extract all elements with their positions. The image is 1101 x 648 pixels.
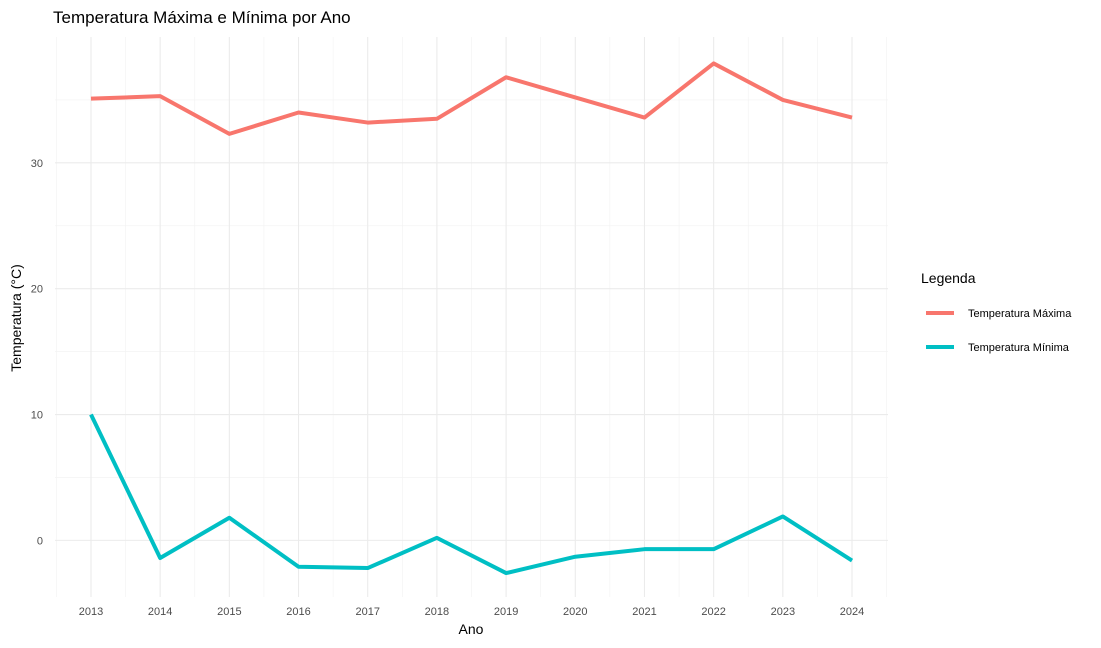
x-tick-label: 2014 [148,606,172,618]
y-tick-label: 20 [31,284,43,296]
y-axis-title: Temperatura (°C) [8,264,24,372]
x-tick-label: 2017 [355,606,379,618]
legend-title: Legenda [921,270,976,286]
series-line-1 [90,61,853,136]
x-tick-label: 2016 [286,606,310,618]
x-tick-label: 2022 [701,606,725,618]
chart-title: Temperatura Máxima e Mínima por Ano [53,8,351,27]
x-axis-title: Ano [459,621,484,637]
x-tick-label: 2023 [771,606,795,618]
legend: Legenda Temperatura Máxima Temperatura Mí… [921,270,1072,354]
major-gridlines-vertical [90,37,853,597]
x-tick-label: 2024 [840,606,864,618]
y-tick-label: 0 [37,535,43,547]
y-tick-label: 30 [31,158,43,170]
x-tick-label: 2020 [563,606,587,618]
legend-label-2: Temperatura Mínima [968,342,1070,354]
x-tick-label: 2021 [632,606,656,618]
y-tick-label: 10 [31,410,43,422]
minor-gridlines-vertical [56,37,887,597]
legend-label-1: Temperatura Máxima [968,308,1072,320]
x-tick-label: 2019 [494,606,518,618]
x-tick-label: 2013 [79,606,103,618]
series-lines [89,61,854,576]
y-axis-tick-labels: 0 10 20 30 [31,158,43,548]
series-line-2 [89,413,854,576]
x-tick-label: 2018 [425,606,449,618]
major-gridlines-horizontal [55,162,888,541]
x-tick-label: 2015 [217,606,241,618]
legend-items: Temperatura Máxima Temperatura Mínima [926,308,1072,354]
x-axis-tick-labels: 2013 2014 2015 2016 2017 2018 2019 2020 2021 2022… [79,606,865,618]
